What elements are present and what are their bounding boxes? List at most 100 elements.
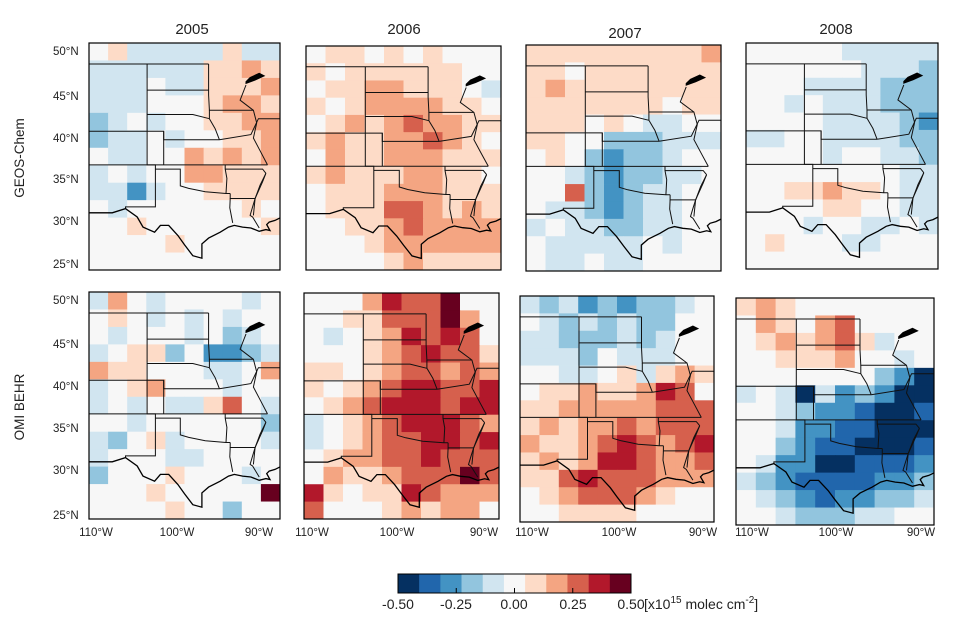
heatmap-cell	[165, 217, 185, 236]
heatmap-cell	[304, 293, 324, 311]
heatmap-cell	[343, 414, 363, 433]
heatmap-cell	[421, 449, 441, 468]
heatmap-cell	[403, 46, 424, 64]
colorbar-swatch	[440, 574, 462, 593]
heatmap-cell	[675, 296, 695, 314]
heatmap-cell	[874, 350, 895, 369]
heatmap-cell	[918, 95, 939, 113]
heatmap-cell	[440, 310, 461, 329]
state-border	[647, 65, 694, 113]
heatmap-cell	[746, 251, 766, 270]
heatmap-cell	[784, 95, 804, 113]
heatmap-cell	[127, 95, 147, 114]
heatmap-cell	[565, 236, 585, 255]
heatmap-cell	[655, 417, 676, 436]
heatmap-cell	[662, 184, 683, 202]
heatmap-cell	[442, 46, 463, 64]
colorbar-swatch	[461, 574, 484, 593]
heatmap-cell	[694, 452, 715, 471]
heatmap-cell	[861, 43, 881, 61]
heatmap-cell	[306, 183, 326, 202]
heatmap-cell	[260, 361, 281, 380]
heatmap-cell	[165, 43, 185, 61]
heatmap-cell	[306, 114, 326, 133]
heatmap-cell	[874, 507, 895, 526]
heatmap-cell	[765, 234, 785, 253]
heatmap-cell	[89, 379, 109, 398]
heatmap-cell	[304, 379, 324, 398]
heatmap-cell	[623, 166, 644, 185]
heatmap-cell	[617, 365, 637, 384]
heatmap-cell	[89, 217, 109, 236]
heatmap-cell	[165, 449, 185, 468]
heatmap-cell	[861, 164, 881, 183]
heatmap-cell	[597, 348, 618, 366]
heatmap-cell	[165, 309, 185, 328]
heatmap-cell	[874, 402, 895, 421]
heatmap-cell	[323, 293, 344, 311]
heatmap-cell	[822, 251, 843, 270]
heatmap-cell	[127, 200, 147, 219]
heatmap-cell	[364, 183, 385, 202]
heatmap-cell	[736, 402, 757, 421]
heatmap-cell	[241, 60, 262, 79]
heatmap-cell	[146, 77, 166, 96]
heatmap-cell	[108, 43, 128, 61]
state-border	[876, 419, 880, 449]
heatmap-cell	[874, 332, 895, 351]
heatmap-cell	[755, 315, 776, 334]
heatmap-cell	[203, 414, 224, 433]
heatmap-cell	[460, 362, 480, 381]
heatmap-cell	[918, 147, 939, 166]
heatmap-cell	[617, 400, 637, 419]
heatmap-cell	[343, 449, 363, 468]
heatmap-cell	[222, 414, 243, 433]
heatmap-cell	[545, 201, 566, 220]
heatmap-cell	[539, 348, 560, 366]
heatmap-cell	[539, 469, 560, 488]
heatmap-cell	[146, 60, 166, 79]
heatmap-cell	[643, 201, 663, 220]
heatmap-cell	[108, 414, 128, 433]
heatmap-cell	[345, 114, 365, 133]
lon-tick-label: 90°W	[689, 527, 717, 539]
heatmap-cell	[384, 114, 404, 133]
heatmap-cell	[662, 149, 683, 168]
heatmap-cell	[479, 310, 500, 329]
heatmap-cell	[421, 362, 441, 381]
heatmap-cell	[382, 345, 402, 363]
heatmap-cell	[440, 345, 461, 363]
heatmap-cell	[108, 309, 128, 328]
heatmap-cell	[203, 361, 224, 380]
heatmap-cell	[421, 327, 441, 346]
heatmap-cell	[364, 201, 385, 219]
heatmap-cell	[479, 345, 500, 363]
heatmap-cell	[565, 201, 585, 220]
heatmap-cell	[623, 253, 644, 272]
heatmap-cell	[894, 315, 915, 334]
state-border	[902, 428, 920, 484]
heatmap-cell	[325, 80, 346, 99]
state-border	[239, 84, 268, 166]
heatmap-cell	[835, 315, 856, 334]
colorbar-tick-label: 0.50	[617, 596, 644, 612]
heatmap-cell	[894, 402, 915, 421]
heatmap-cell	[325, 166, 346, 185]
heatmap-cell	[694, 382, 715, 401]
heatmap-cell	[701, 45, 722, 63]
heatmap-cell	[643, 166, 663, 185]
state-border	[796, 369, 861, 375]
heatmap-cell	[222, 361, 243, 380]
heatmap-cell	[423, 63, 443, 81]
heatmap-cell	[880, 147, 900, 166]
map-panel-frame	[525, 44, 722, 272]
state-border	[669, 199, 674, 225]
heatmap-cell	[918, 60, 939, 79]
heatmap-cell	[874, 437, 895, 456]
lake-superior	[903, 72, 924, 84]
heatmap-cell	[894, 367, 915, 386]
heatmap-cell	[89, 396, 109, 415]
heatmap-cell	[382, 449, 402, 468]
state-border	[662, 445, 690, 468]
state-border	[657, 417, 661, 446]
